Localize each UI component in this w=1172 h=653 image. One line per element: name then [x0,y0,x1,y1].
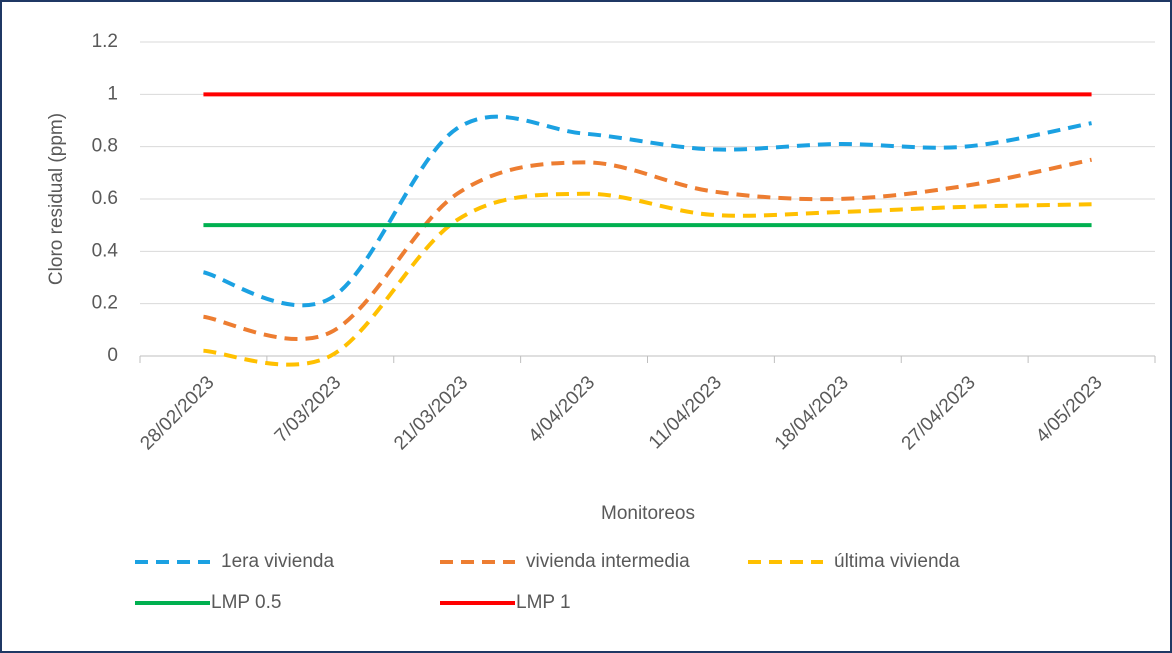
x-axis-title: Monitoreos [601,503,695,524]
y-tick-label: 0.2 [92,293,118,314]
line-series [203,191,1092,367]
legend-label: LMP 0.5 [211,592,281,613]
y-tick-label: 0 [107,345,118,366]
line-series [202,114,1092,308]
y-tick-label: 0.4 [92,240,119,261]
legend-label: LMP 1 [516,592,571,613]
y-tick-label: 0.8 [92,136,118,157]
legend-label: vivienda intermedia [526,551,690,572]
y-axis-title: Cloro residual (ppm) [46,113,67,285]
line-series [203,157,1092,342]
y-tick-label: 0.6 [92,188,118,209]
legend-label: 1era vivienda [221,551,334,572]
y-tick-label: 1 [107,83,118,104]
legend-label: última vivienda [834,551,960,572]
y-tick-label: 1.2 [92,31,118,52]
